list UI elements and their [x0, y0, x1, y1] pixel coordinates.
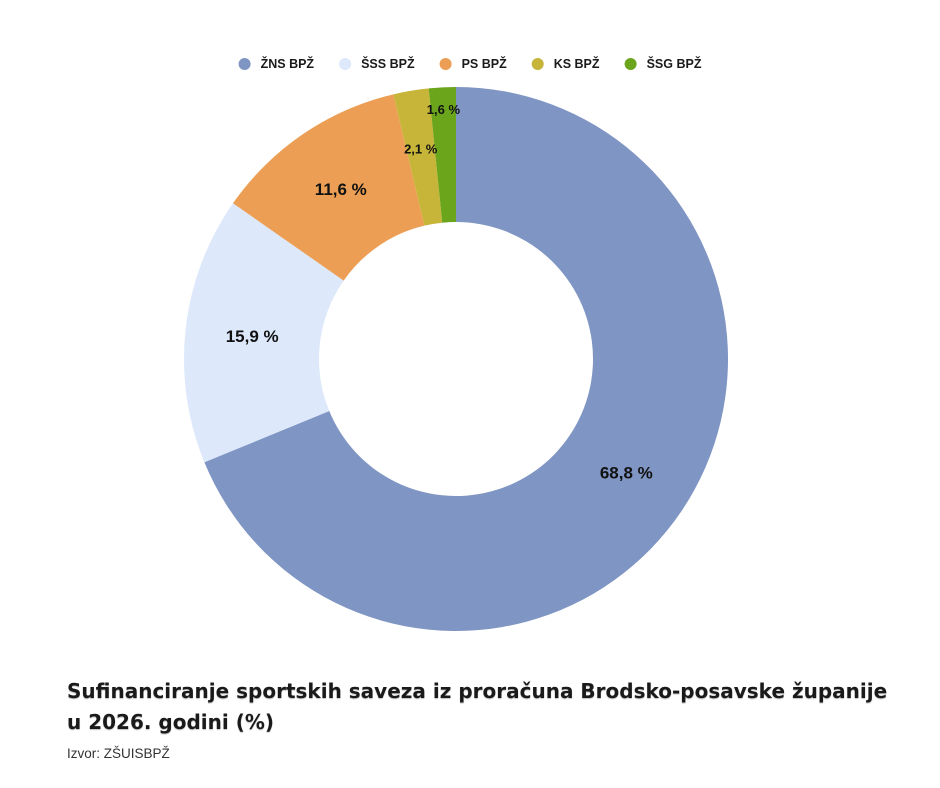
chart-caption: Sufinanciranje sportskih saveza iz prora…	[67, 676, 897, 761]
slice-ssg-bpz	[428, 87, 456, 223]
legend-label-zns-bpz: ŽNS BPŽ	[261, 56, 315, 71]
legend-swatch-ssg-bpz	[624, 58, 637, 70]
donut-chart: ŽNS BPŽ ŠSS BPŽ PS BPŽ KS BPŽ ŠSG BPŽ 68,8 %…	[183, 56, 728, 632]
slice-label-ps-bpz: 11,6 %	[315, 180, 367, 199]
chart-source: Izvor: ZŠUISBPŽ	[67, 746, 170, 761]
legend-label-sss-bpz: ŠSS BPŽ	[361, 56, 415, 71]
slice-label-sss-bpz: 15,9 %	[226, 327, 279, 346]
legend-swatch-ks-bpz	[531, 58, 544, 70]
slice-ps-bpz	[232, 94, 425, 281]
legend-label-ps-bpz: PS BPŽ	[462, 56, 508, 71]
legend-label-ssg-bpz: ŠSG BPŽ	[647, 56, 702, 71]
legend-label-ks-bpz: KS BPŽ	[554, 56, 600, 71]
legend-item-ps-bpz: PS BPŽ	[439, 56, 508, 71]
slice-label-ssg-bpz: 1,6 %	[427, 102, 461, 117]
chart-slices	[183, 87, 728, 632]
legend-item-sss-bpz: ŠSS BPŽ	[339, 56, 415, 71]
legend-item-zns-bpz: ŽNS BPŽ	[238, 56, 315, 71]
slice-ks-bpz	[393, 88, 443, 226]
chart-title: Sufinanciranje sportskih saveza iz prora…	[67, 679, 888, 734]
legend-item-ks-bpz: KS BPŽ	[531, 56, 600, 71]
legend-swatch-zns-bpz	[238, 58, 251, 70]
slice-label-zns-bpz: 68,8 %	[600, 464, 653, 483]
legend-item-ssg-bpz: ŠSG BPŽ	[624, 56, 702, 71]
chart-slice-labels: 68,8 % 15,9 % 11,6 % 2,1 % 1,6 %	[226, 102, 653, 483]
slice-sss-bpz	[183, 203, 344, 463]
legend-swatch-ps-bpz	[439, 58, 452, 70]
chart-legend: ŽNS BPŽ ŠSS BPŽ PS BPŽ KS BPŽ ŠSG BPŽ	[238, 56, 702, 71]
legend-swatch-sss-bpz	[339, 58, 352, 70]
slice-zns-bpz	[204, 87, 728, 632]
slice-label-ks-bpz: 2,1 %	[404, 141, 438, 156]
